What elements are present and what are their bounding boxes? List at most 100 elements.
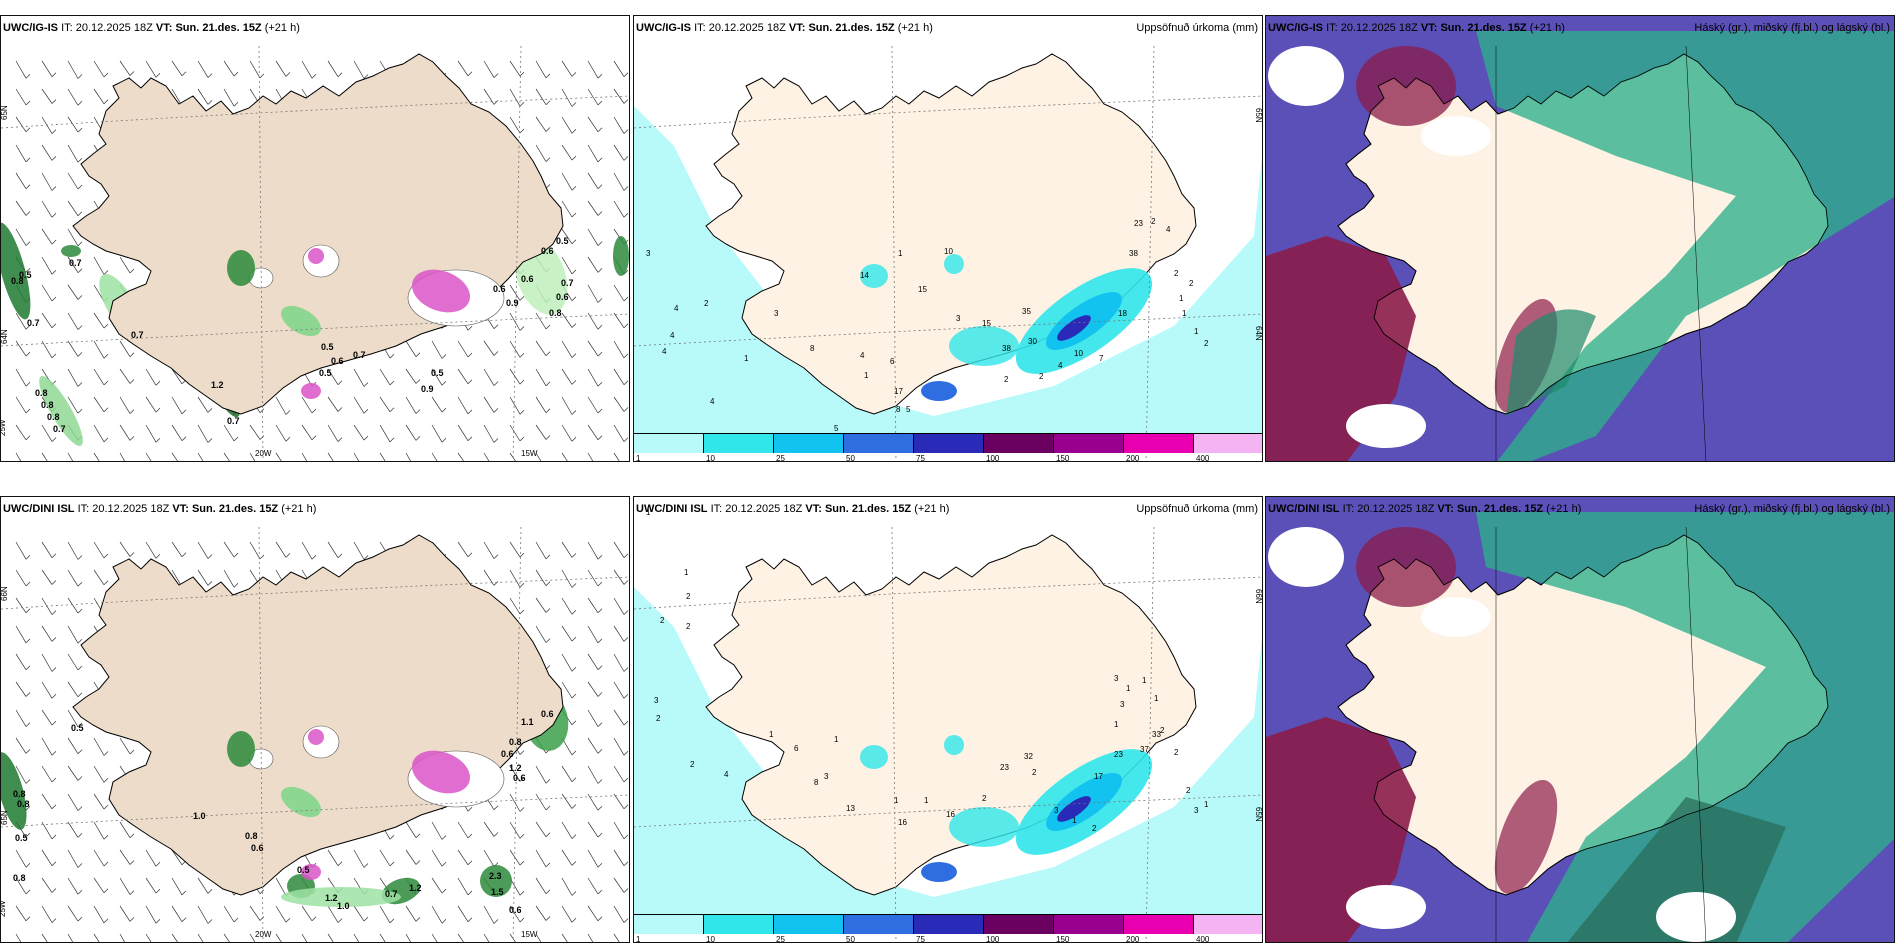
colorbar-ticks: 1 10 25 50 75 100 150 200 400 <box>634 454 1263 462</box>
grid-label: 15W <box>521 449 538 458</box>
value-label: 2 <box>1174 269 1179 278</box>
grid-label: 25W <box>1 900 7 917</box>
cloud-map <box>1266 497 1895 943</box>
colorbar-segment <box>1124 915 1194 934</box>
grid-label: 25W <box>1 419 7 436</box>
value-label: 4 <box>710 397 715 406</box>
value-label: 4 <box>670 331 675 340</box>
value-label: 23 <box>1000 763 1009 772</box>
value-label: 38 <box>1129 249 1138 258</box>
value-label: 0.7 <box>53 424 66 434</box>
colorbar-ticks: 1 10 25 50 75 100 150 200 400 <box>634 935 1263 943</box>
field-title: Háský (gr.), miðský (fj.bl.) og lágský (… <box>1694 503 1890 515</box>
value-label: 3 <box>1194 806 1199 815</box>
value-label: 1 <box>1142 676 1147 685</box>
colorbar-tick: 25 <box>776 454 785 462</box>
value-label: 1 <box>769 730 774 739</box>
colorbar-tick: 100 <box>986 454 999 462</box>
colorbar-segment <box>704 434 774 453</box>
value-label: 0.6 <box>556 292 569 302</box>
value-label: 0.8 <box>47 412 60 422</box>
colorbar-segment <box>774 915 844 934</box>
grid-label: 65N <box>1 105 9 120</box>
value-label: 5 <box>906 405 911 414</box>
colorbar-tick: 150 <box>1056 454 1069 462</box>
value-label: 0.7 <box>131 330 144 340</box>
colorbar-segment <box>1194 915 1263 934</box>
field-title: Uppsöfnuð úrkoma (mm) <box>1136 503 1258 515</box>
value-label: 37 <box>1140 745 1149 754</box>
colorbar-tick: 100 <box>986 935 999 943</box>
value-label: 7 <box>1099 354 1104 363</box>
colorbar-segment <box>984 915 1054 934</box>
value-label: 4 <box>674 304 679 313</box>
grid-label: 20W <box>255 930 272 939</box>
panel-wind-gust-ig-is: UWC/IG-IS IT: 20.12.2025 18Z VT: Sun. 21… <box>0 15 630 462</box>
value-label: 17 <box>1094 772 1103 781</box>
value-label: 4 <box>860 351 865 360</box>
panel-clouds-dini: UWC/DINI ISL IT: 20.12.2025 18Z VT: Sun.… <box>1265 496 1895 943</box>
value-label: 1.1 <box>521 717 534 727</box>
panel-precip-ig-is: UWC/IG-IS IT: 20.12.2025 18Z VT: Sun. 21… <box>633 15 1263 462</box>
colorbar-segment <box>774 434 844 453</box>
value-label: 2 <box>1004 375 1009 384</box>
grid-label: 20W <box>255 449 272 458</box>
value-label: 1 <box>1154 694 1159 703</box>
grid-label: 64N <box>1 329 9 344</box>
value-label: 0.7 <box>69 258 82 268</box>
iceland-landmass <box>73 535 563 895</box>
value-label: 3 <box>1054 806 1059 815</box>
wind-map: 66N65N25W20W 15W0.50.80.80.50.81.00.80.60… <box>1 497 630 943</box>
panel-header: UWC/IG-IS IT: 20.12.2025 18Z VT: Sun. 21… <box>3 22 300 34</box>
value-label: 14 <box>860 271 869 280</box>
precip-colorbar <box>634 433 1263 453</box>
colorbar-segment <box>1054 434 1124 453</box>
value-label: 0.8 <box>549 308 562 318</box>
value-label: 2 <box>1174 748 1179 757</box>
value-label: 2 <box>686 622 691 631</box>
value-label: 2 <box>1160 726 1165 735</box>
value-label: 1.2 <box>409 883 422 893</box>
value-label: 3 <box>646 249 651 258</box>
value-label: 0.8 <box>245 831 258 841</box>
panel-precip-dini: UWC/DINI ISL IT: 20.12.2025 18Z VT: Sun.… <box>633 496 1263 943</box>
value-label: 8 <box>810 344 815 353</box>
panel-header: UWC/DINI ISL IT: 20.12.2025 18Z VT: Sun.… <box>3 503 316 515</box>
value-label: 0.8 <box>35 388 48 398</box>
colorbar-segment <box>1194 434 1263 453</box>
value-label: 0.5 <box>431 368 444 378</box>
value-label: 30 <box>1028 337 1037 346</box>
value-label: 0.8 <box>13 873 26 883</box>
field-title: Uppsöfnuð úrkoma (mm) <box>1136 22 1258 34</box>
colorbar-tick: 200 <box>1126 935 1139 943</box>
value-label: 23 <box>1114 750 1123 759</box>
value-label: 1 <box>1204 800 1209 809</box>
value-label: 5 <box>834 424 839 433</box>
value-label: 0.8 <box>13 789 26 799</box>
value-label: 1 <box>1182 309 1187 318</box>
value-label: 17 <box>894 387 903 396</box>
colorbar-segment <box>634 915 704 934</box>
colorbar-segment <box>1054 915 1124 934</box>
value-label: 2 <box>1186 786 1191 795</box>
value-label: 0.9 <box>506 298 519 308</box>
value-label: 0.5 <box>297 865 310 875</box>
value-label: 38 <box>1002 344 1011 353</box>
value-label: 2 <box>704 299 709 308</box>
value-label: 2 <box>1189 279 1194 288</box>
value-label: 4 <box>1166 225 1171 234</box>
value-label: 1 <box>744 354 749 363</box>
value-label: 0.7 <box>227 416 240 426</box>
value-label: 6 <box>794 744 799 753</box>
value-label: 0.5 <box>15 833 28 843</box>
panel-header: UWC/DINI ISL IT: 20.12.2025 18Z VT: Sun.… <box>636 503 949 515</box>
value-label: 1 <box>924 796 929 805</box>
value-label: 1.2 <box>325 893 338 903</box>
value-label: 4 <box>662 347 667 356</box>
value-label: 2 <box>1032 768 1037 777</box>
value-label: 0.9 <box>421 384 434 394</box>
colorbar-tick: 75 <box>916 935 925 943</box>
value-label: 8 <box>896 405 901 414</box>
value-label: 0.5 <box>319 368 332 378</box>
value-label: 1.2 <box>509 763 522 773</box>
